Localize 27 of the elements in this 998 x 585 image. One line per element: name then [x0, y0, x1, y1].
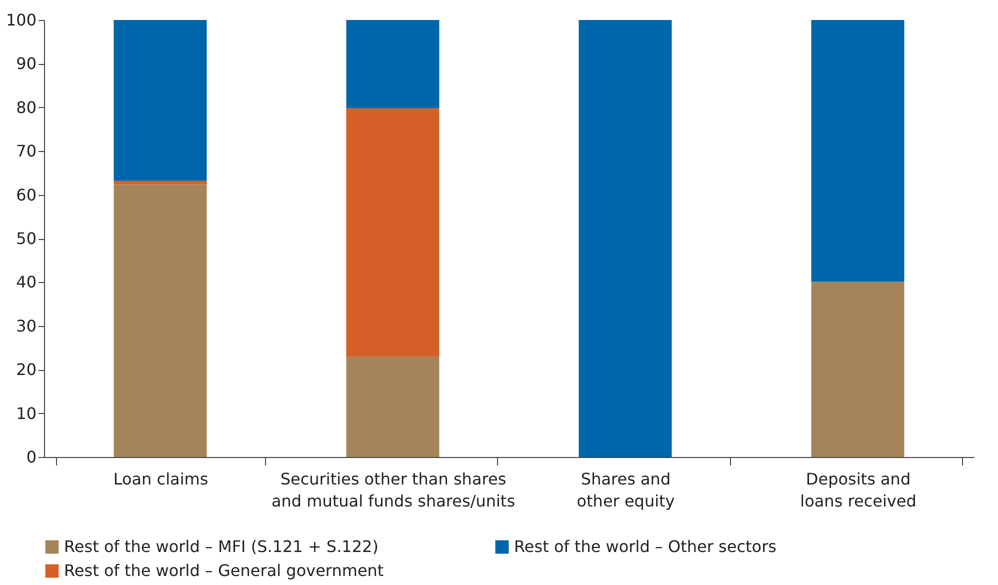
bar — [114, 20, 207, 181]
legend-label: Rest of the world – General government — [64, 561, 384, 580]
y-tick-label: 70 — [16, 142, 36, 161]
legend-label: Rest of the world – Other sectors — [514, 537, 776, 556]
bar — [114, 184, 207, 457]
bar — [811, 20, 904, 282]
x-tick-label: Deposits and loans received — [800, 470, 916, 510]
y-tick-label: 0 — [26, 448, 36, 466]
y-tick-label: 20 — [16, 360, 36, 380]
y-tick-label: 80 — [16, 98, 36, 117]
y-tick-label: 10 — [16, 404, 36, 423]
y-tick-label: 50 — [16, 229, 36, 248]
bar — [578, 20, 672, 457]
bar — [346, 20, 440, 108]
x-tick-label: Shares and other equity — [576, 470, 675, 510]
x-tick-label: Securities other than shares and mutual funds shares/units — [271, 470, 516, 510]
x-tick-label: Loan claims — [113, 470, 208, 488]
bar — [114, 180, 207, 184]
y-tick-label: 90 — [16, 54, 36, 74]
y-tick-label: 100 — [6, 10, 36, 30]
bar — [811, 282, 904, 457]
bar — [346, 108, 440, 357]
legend-label: Rest of the world – MFI (S.121 + S.122) — [64, 537, 378, 556]
y-tick-label: 40 — [16, 272, 36, 292]
y-tick-label: 30 — [16, 316, 36, 336]
bar — [346, 356, 440, 457]
y-tick-label: 60 — [16, 185, 36, 204]
